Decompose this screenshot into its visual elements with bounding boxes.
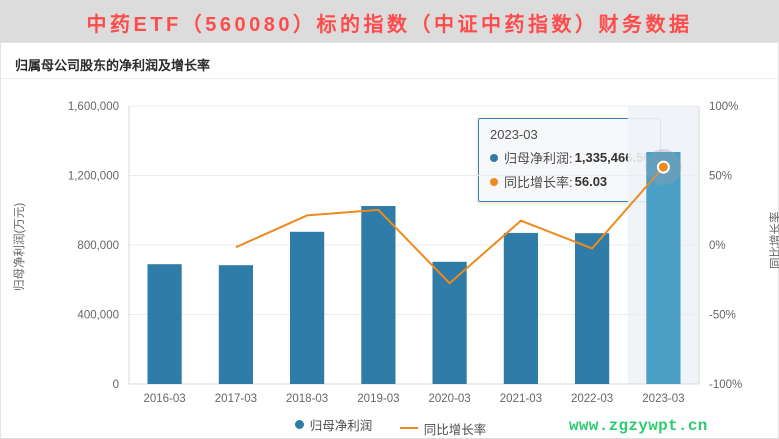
svg-text:0: 0 — [113, 379, 119, 391]
svg-text:1,600,000: 1,600,000 — [68, 101, 119, 113]
svg-text:2023-03: 2023-03 — [642, 393, 684, 405]
svg-text:800,000: 800,000 — [77, 240, 119, 252]
svg-text:2022-03: 2022-03 — [571, 393, 613, 405]
svg-text:2018-03: 2018-03 — [286, 393, 328, 405]
svg-text:2016-03: 2016-03 — [143, 393, 185, 405]
svg-text:2021-03: 2021-03 — [500, 393, 542, 405]
svg-text:1,200,000: 1,200,000 — [68, 171, 119, 183]
svg-text:2017-03: 2017-03 — [215, 393, 257, 405]
svg-text:100%: 100% — [709, 101, 738, 113]
svg-text:50%: 50% — [709, 171, 732, 183]
svg-text:0%: 0% — [709, 240, 726, 252]
svg-text:2020-03: 2020-03 — [428, 393, 470, 405]
svg-text:-100%: -100% — [709, 379, 742, 391]
svg-text:400,000: 400,000 — [77, 310, 119, 322]
svg-text:2019-03: 2019-03 — [357, 393, 399, 405]
svg-text:-50%: -50% — [709, 310, 736, 322]
